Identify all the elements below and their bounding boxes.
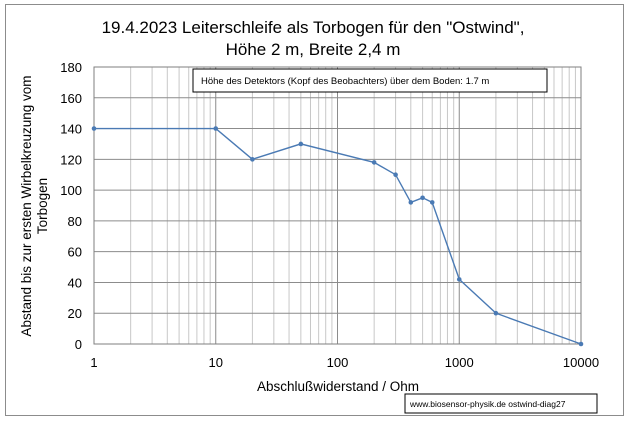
data-point xyxy=(91,126,97,131)
y-tick-label: 60 xyxy=(68,245,82,260)
chart-title-line-1: 19.4.2023 Leiterschleife als Torbogen fü… xyxy=(102,18,525,37)
y-tick-label: 100 xyxy=(60,183,82,198)
y-tick-label: 160 xyxy=(60,91,82,106)
data-point xyxy=(456,277,462,282)
x-tick-label: 100 xyxy=(327,355,349,370)
y-tick-label: 180 xyxy=(60,60,82,75)
chart-title-line-2: Höhe 2 m, Breite 2,4 m xyxy=(226,40,401,59)
data-point xyxy=(420,195,425,201)
data-point xyxy=(493,310,499,316)
data-point xyxy=(393,172,398,178)
data-point xyxy=(250,157,255,162)
data-point xyxy=(429,200,435,205)
source-text: www.biosensor-physik.de ostwind-diag27 xyxy=(409,399,566,409)
series-group xyxy=(91,126,584,347)
y-axis-label-line-2: Torbogen xyxy=(35,178,50,234)
y-tick-label: 40 xyxy=(68,275,82,290)
data-point xyxy=(578,341,584,347)
source-box xyxy=(404,393,598,414)
y-axis-label: Abstand bis zur ersten Wirbelkreuzung vo… xyxy=(19,75,50,336)
x-tick-label: 10000 xyxy=(563,355,599,370)
data-point xyxy=(213,126,219,131)
x-tick-label: 1 xyxy=(90,355,97,370)
x-tick-labels: 1 10 100 1000 10000 xyxy=(90,355,599,370)
y-tick-labels: 0 20 40 60 80 100 120 140 160 180 xyxy=(60,60,82,352)
y-tick-label: 120 xyxy=(60,152,82,167)
series-line xyxy=(94,127,582,345)
x-tick-label: 1000 xyxy=(445,355,474,370)
data-point xyxy=(298,141,304,147)
data-point xyxy=(371,160,377,165)
annotation-text: Höhe des Detektors (Kopf des Beobachters… xyxy=(201,76,489,87)
y-tick-label: 80 xyxy=(68,214,82,229)
y-tick-label: 20 xyxy=(68,306,82,321)
y-axis-label-line-1: Abstand bis zur ersten Wirbelkreuzung vo… xyxy=(19,75,34,336)
data-point xyxy=(408,200,414,205)
grid xyxy=(93,66,581,345)
x-tick-label: 10 xyxy=(209,355,223,370)
annotation-box xyxy=(192,68,548,93)
plot-area-border xyxy=(93,66,582,345)
y-tick-label: 140 xyxy=(60,122,82,137)
y-tick-label: 0 xyxy=(75,337,82,352)
x-axis-label: Abschlußwiderstand / Ohm xyxy=(257,379,419,394)
